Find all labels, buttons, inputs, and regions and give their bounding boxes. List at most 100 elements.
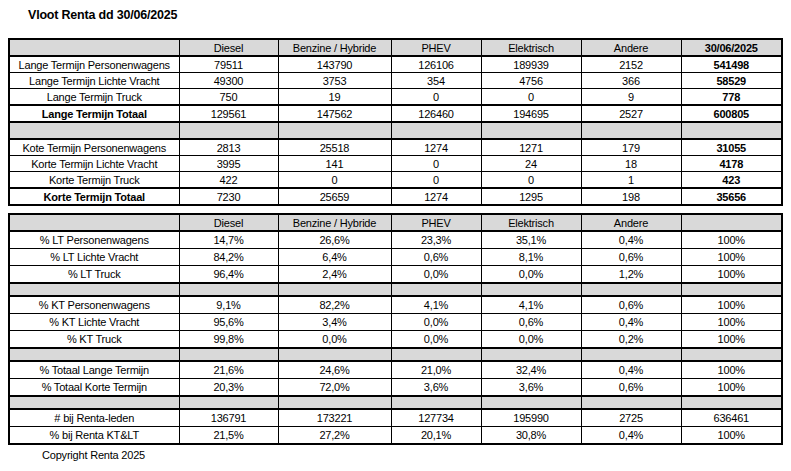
cell-value: 3995: [179, 156, 278, 172]
table-row: % KT Lichte Vracht95,6%3,4%0,0%0,6%0,4%1…: [9, 314, 782, 331]
cell-value: 100%: [681, 427, 782, 445]
cell-value: 636461: [681, 409, 782, 427]
row-label: % KT Truck: [9, 331, 179, 349]
column-header: Elektrisch: [481, 39, 581, 56]
separator-row: [9, 396, 782, 409]
cell-value: 0: [481, 89, 581, 106]
cell-value: [581, 348, 681, 361]
cell-value: [391, 122, 481, 139]
cell-value: 0: [391, 89, 481, 106]
cell-value: 147562: [278, 105, 391, 122]
cell-value: [391, 396, 481, 409]
row-label: [9, 348, 179, 361]
cell-value: 2,4%: [278, 266, 391, 284]
header-row: DieselBenzine / HybridePHEVElektrischAnd…: [9, 39, 782, 56]
cell-value: 4,1%: [481, 296, 581, 314]
cell-value: 0,6%: [391, 249, 481, 266]
cell-value: 173221: [278, 409, 391, 427]
table-row: % LT Personenwagens14,7%26,6%23,3%35,1%0…: [9, 231, 782, 249]
table-row: Korte Termijn Truck4220001423: [9, 172, 782, 189]
cell-value: 3,4%: [278, 314, 391, 331]
row-label: Lange Termijn Lichte Vracht: [9, 73, 179, 89]
cell-value: 2152: [581, 56, 681, 73]
column-header: Diesel: [179, 214, 278, 231]
cell-value: 0,4%: [581, 231, 681, 249]
cell-value: [179, 283, 278, 296]
cell-value: 0,0%: [391, 331, 481, 349]
cell-value: 24,6%: [278, 361, 391, 379]
cell-value: 541498: [681, 56, 782, 73]
cell-value: 84,2%: [179, 249, 278, 266]
row-label: Korte Termijn Totaal: [9, 188, 179, 205]
cell-value: 0,4%: [581, 361, 681, 379]
report-sheet: Vloot Renta dd 30/06/2025 DieselBenzine …: [0, 0, 791, 471]
cell-value: 79511: [179, 56, 278, 73]
cell-value: [681, 396, 782, 409]
row-label: # bij Renta-leden: [9, 409, 179, 427]
cell-value: [391, 348, 481, 361]
cell-value: 20,1%: [391, 427, 481, 445]
table-row: # bij Renta-leden13679117322112773419599…: [9, 409, 782, 427]
cell-value: [681, 122, 782, 139]
cell-value: 25659: [278, 188, 391, 205]
cell-value: 0,6%: [581, 379, 681, 397]
table-row: Lange Termijn Truck75019009778: [9, 89, 782, 106]
cell-value: 4178: [681, 156, 782, 172]
cell-value: 100%: [681, 231, 782, 249]
cell-value: 58529: [681, 73, 782, 89]
table-row: Lange Termijn Totaal12956114756212646019…: [9, 105, 782, 122]
cell-value: 0,0%: [481, 331, 581, 349]
column-header: [9, 39, 179, 56]
cell-value: 3,6%: [391, 379, 481, 397]
column-header: [9, 214, 179, 231]
table-row: % KT Personenwagens9,1%82,2%4,1%4,1%0,6%…: [9, 296, 782, 314]
cell-value: 1295: [481, 188, 581, 205]
cell-value: 21,0%: [391, 361, 481, 379]
cell-value: [179, 122, 278, 139]
cell-value: 21,5%: [179, 427, 278, 445]
column-header: Benzine / Hybride: [278, 39, 391, 56]
cell-value: 31055: [681, 139, 782, 156]
table-row: % KT Truck99,8%0,0%0,0%0,0%0,2%100%: [9, 331, 782, 349]
cell-value: 8,1%: [481, 249, 581, 266]
table-row: % bij Renta KT&LT21,5%27,2%20,1%30,8%0,4…: [9, 427, 782, 445]
cell-value: 82,2%: [278, 296, 391, 314]
table-row: Lange Termijn Personenwagens795111437901…: [9, 56, 782, 73]
column-header: PHEV: [391, 214, 481, 231]
cell-value: [481, 396, 581, 409]
cell-value: 129561: [179, 105, 278, 122]
row-label: Lange Termijn Truck: [9, 89, 179, 106]
cell-value: 100%: [681, 331, 782, 349]
cell-value: [179, 396, 278, 409]
separator-row: [9, 348, 782, 361]
cell-value: [278, 122, 391, 139]
table-row: Lange Termijn Lichte Vracht4930037533544…: [9, 73, 782, 89]
cell-value: [681, 283, 782, 296]
cell-value: [481, 122, 581, 139]
cell-value: 143790: [278, 56, 391, 73]
table-row: % LT Truck96,4%2,4%0,0%0,0%1,2%100%: [9, 266, 782, 284]
cell-value: 366: [581, 73, 681, 89]
row-label: [9, 396, 179, 409]
cell-value: 2527: [581, 105, 681, 122]
cell-value: 0,0%: [278, 331, 391, 349]
column-header: Andere: [581, 214, 681, 231]
cell-value: 126460: [391, 105, 481, 122]
cell-value: 126106: [391, 56, 481, 73]
cell-value: 72,0%: [278, 379, 391, 397]
cell-value: 0,6%: [581, 296, 681, 314]
table-row: Kote Termijn Personenwagens2813255181274…: [9, 139, 782, 156]
cell-value: [278, 396, 391, 409]
cell-value: 24: [481, 156, 581, 172]
cell-value: 1274: [391, 188, 481, 205]
row-label: % LT Personenwagens: [9, 231, 179, 249]
cell-value: 96,4%: [179, 266, 278, 284]
cell-value: 4,1%: [391, 296, 481, 314]
cell-value: 0: [278, 172, 391, 189]
cell-value: 21,6%: [179, 361, 278, 379]
cell-value: 1: [581, 172, 681, 189]
column-header: 30/06/2025: [681, 39, 782, 56]
cell-value: [581, 283, 681, 296]
cell-value: 20,3%: [179, 379, 278, 397]
row-label: % KT Lichte Vracht: [9, 314, 179, 331]
